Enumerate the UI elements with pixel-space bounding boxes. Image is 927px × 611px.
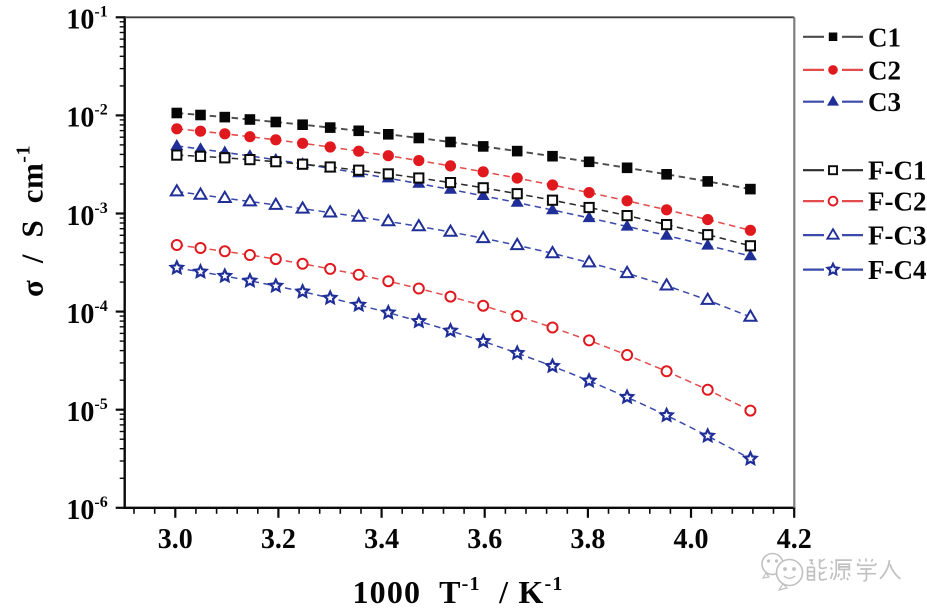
svg-text:C3: C3 bbox=[868, 87, 901, 117]
svg-text:F-C2: F-C2 bbox=[868, 187, 926, 217]
svg-text:F-C1: F-C1 bbox=[868, 156, 926, 186]
svg-text:10-3: 10-3 bbox=[66, 200, 107, 232]
svg-text:3.6: 3.6 bbox=[467, 524, 502, 555]
svg-text:4.0: 4.0 bbox=[674, 524, 709, 555]
svg-text:3.4: 3.4 bbox=[364, 524, 399, 555]
svg-text:C1: C1 bbox=[868, 22, 901, 52]
svg-text:3.0: 3.0 bbox=[158, 524, 193, 555]
svg-text:σ / S cm-1: σ / S cm-1 bbox=[13, 145, 50, 297]
svg-text:3.8: 3.8 bbox=[570, 524, 605, 555]
svg-text:1000 T-1 / K-1: 1000 T-1 / K-1 bbox=[352, 573, 563, 610]
svg-text:F-C3: F-C3 bbox=[868, 221, 926, 251]
svg-text:C2: C2 bbox=[868, 55, 901, 85]
svg-text:F-C4: F-C4 bbox=[868, 255, 926, 285]
svg-text:3.2: 3.2 bbox=[261, 524, 296, 555]
svg-text:4.2: 4.2 bbox=[777, 524, 812, 555]
